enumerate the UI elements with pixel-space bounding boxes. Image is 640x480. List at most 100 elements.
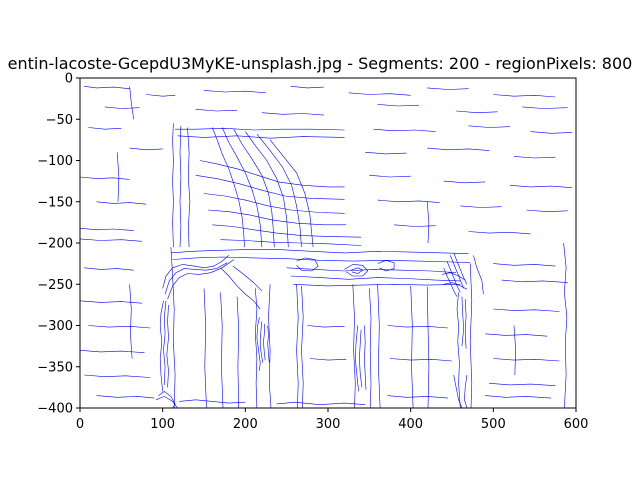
series-line-103 bbox=[79, 238, 143, 242]
series-line-127 bbox=[426, 201, 430, 244]
series-line-85 bbox=[373, 128, 436, 132]
series-line-114 bbox=[489, 383, 556, 386]
series-line-50 bbox=[443, 267, 458, 297]
series-line-98 bbox=[460, 205, 502, 208]
series-line-96 bbox=[96, 201, 147, 205]
series-line-29 bbox=[170, 247, 176, 409]
series-line-57 bbox=[461, 296, 464, 347]
series-line-88 bbox=[129, 147, 163, 151]
x-tick-label-3: 300 bbox=[316, 417, 341, 432]
series-line-73 bbox=[203, 90, 267, 94]
series-line-82 bbox=[456, 110, 498, 114]
series-line-79 bbox=[195, 109, 238, 112]
y-tick-label-6: −300 bbox=[37, 319, 73, 334]
y-tick-label-1: −50 bbox=[46, 113, 73, 128]
x-tick-label-5: 500 bbox=[481, 417, 506, 432]
series-line-71 bbox=[84, 86, 130, 89]
series-line-123 bbox=[513, 325, 517, 376]
series-line-111 bbox=[79, 350, 145, 353]
series-line-41 bbox=[267, 325, 270, 363]
series-line-69 bbox=[179, 399, 246, 404]
series-line-118 bbox=[387, 325, 448, 329]
series-line-113 bbox=[84, 374, 151, 378]
y-tick-label-2: −100 bbox=[37, 154, 73, 169]
x-tick-label-6: 600 bbox=[564, 417, 589, 432]
series-line-60 bbox=[464, 374, 468, 409]
series-line-2 bbox=[187, 127, 191, 248]
series-line-45 bbox=[352, 284, 356, 409]
series-line-77 bbox=[493, 94, 556, 98]
series-line-28 bbox=[167, 259, 234, 300]
series-line-117 bbox=[387, 395, 448, 399]
series-line-54 bbox=[442, 272, 466, 281]
series-line-12 bbox=[195, 175, 345, 200]
x-tick-label-1: 100 bbox=[150, 417, 175, 432]
series-line-86 bbox=[468, 125, 510, 128]
x-tick-label-0: 0 bbox=[76, 417, 84, 432]
series-line-109 bbox=[88, 325, 151, 329]
chart-title: entin-lacoste-GcepdU3MyKE-unsplash.jpg -… bbox=[8, 54, 633, 73]
series-line-110 bbox=[485, 333, 548, 337]
series-line-8 bbox=[245, 131, 289, 248]
series-line-100 bbox=[79, 227, 134, 231]
series-line-26 bbox=[162, 255, 229, 289]
series-line-84 bbox=[88, 127, 122, 130]
series-line-18 bbox=[172, 256, 471, 264]
series-line-112 bbox=[493, 358, 560, 362]
series-line-105 bbox=[493, 263, 556, 267]
series-line-126 bbox=[129, 86, 134, 120]
series-line-48 bbox=[364, 325, 367, 390]
series-line-78 bbox=[104, 106, 140, 109]
series-line-37 bbox=[254, 288, 258, 409]
series-line-13 bbox=[203, 193, 345, 214]
series-line-17 bbox=[170, 249, 469, 254]
series-line-62 bbox=[473, 255, 484, 295]
series-line-27 bbox=[164, 262, 228, 295]
series-line-67 bbox=[220, 292, 224, 409]
series-line-121 bbox=[309, 358, 347, 361]
series-line-91 bbox=[513, 156, 556, 159]
series-line-5 bbox=[212, 127, 245, 248]
series-line-7 bbox=[233, 129, 275, 248]
series-line-33 bbox=[158, 391, 176, 409]
series-line-36 bbox=[232, 265, 263, 292]
series-line-16 bbox=[220, 239, 362, 246]
series-line-59 bbox=[453, 374, 463, 409]
series-line-81 bbox=[377, 104, 419, 107]
series-line-49 bbox=[369, 288, 372, 409]
series-line-35 bbox=[220, 267, 261, 310]
y-axis: 0 −50 −100 −150 −200 −250 −300 −350 −400 bbox=[37, 72, 80, 417]
series-line-47 bbox=[359, 329, 363, 388]
x-tick-label-4: 400 bbox=[398, 417, 423, 432]
series-line-9 bbox=[256, 133, 302, 248]
series-line-93 bbox=[369, 175, 411, 178]
series-line-43 bbox=[296, 284, 299, 409]
series-line-125 bbox=[129, 284, 133, 359]
series-line-55 bbox=[443, 282, 468, 290]
y-tick-label-5: −250 bbox=[37, 278, 73, 293]
series-line-119 bbox=[389, 358, 453, 362]
series-line-44 bbox=[301, 285, 304, 409]
series-line-108 bbox=[493, 308, 560, 312]
y-tick-label-3: −150 bbox=[37, 195, 73, 210]
y-tick-label-0: 0 bbox=[65, 72, 73, 87]
series-line-52 bbox=[450, 255, 464, 289]
series-line-74 bbox=[290, 86, 324, 89]
series-line-61 bbox=[469, 263, 473, 409]
series-line-0 bbox=[172, 123, 174, 248]
series-line-65 bbox=[426, 286, 430, 409]
series-line-24 bbox=[296, 257, 319, 272]
plot-lines bbox=[79, 86, 572, 409]
series-line-115 bbox=[96, 395, 155, 399]
series-line-38 bbox=[256, 317, 261, 371]
series-line-94 bbox=[443, 180, 486, 184]
series-line-31 bbox=[163, 300, 167, 385]
y-tick-label-8: −400 bbox=[37, 402, 73, 417]
series-line-64 bbox=[410, 285, 414, 409]
series-line-1 bbox=[179, 125, 182, 248]
series-line-3 bbox=[175, 127, 345, 131]
series-line-120 bbox=[307, 325, 345, 328]
series-line-80 bbox=[261, 112, 324, 116]
series-line-70 bbox=[276, 401, 366, 406]
